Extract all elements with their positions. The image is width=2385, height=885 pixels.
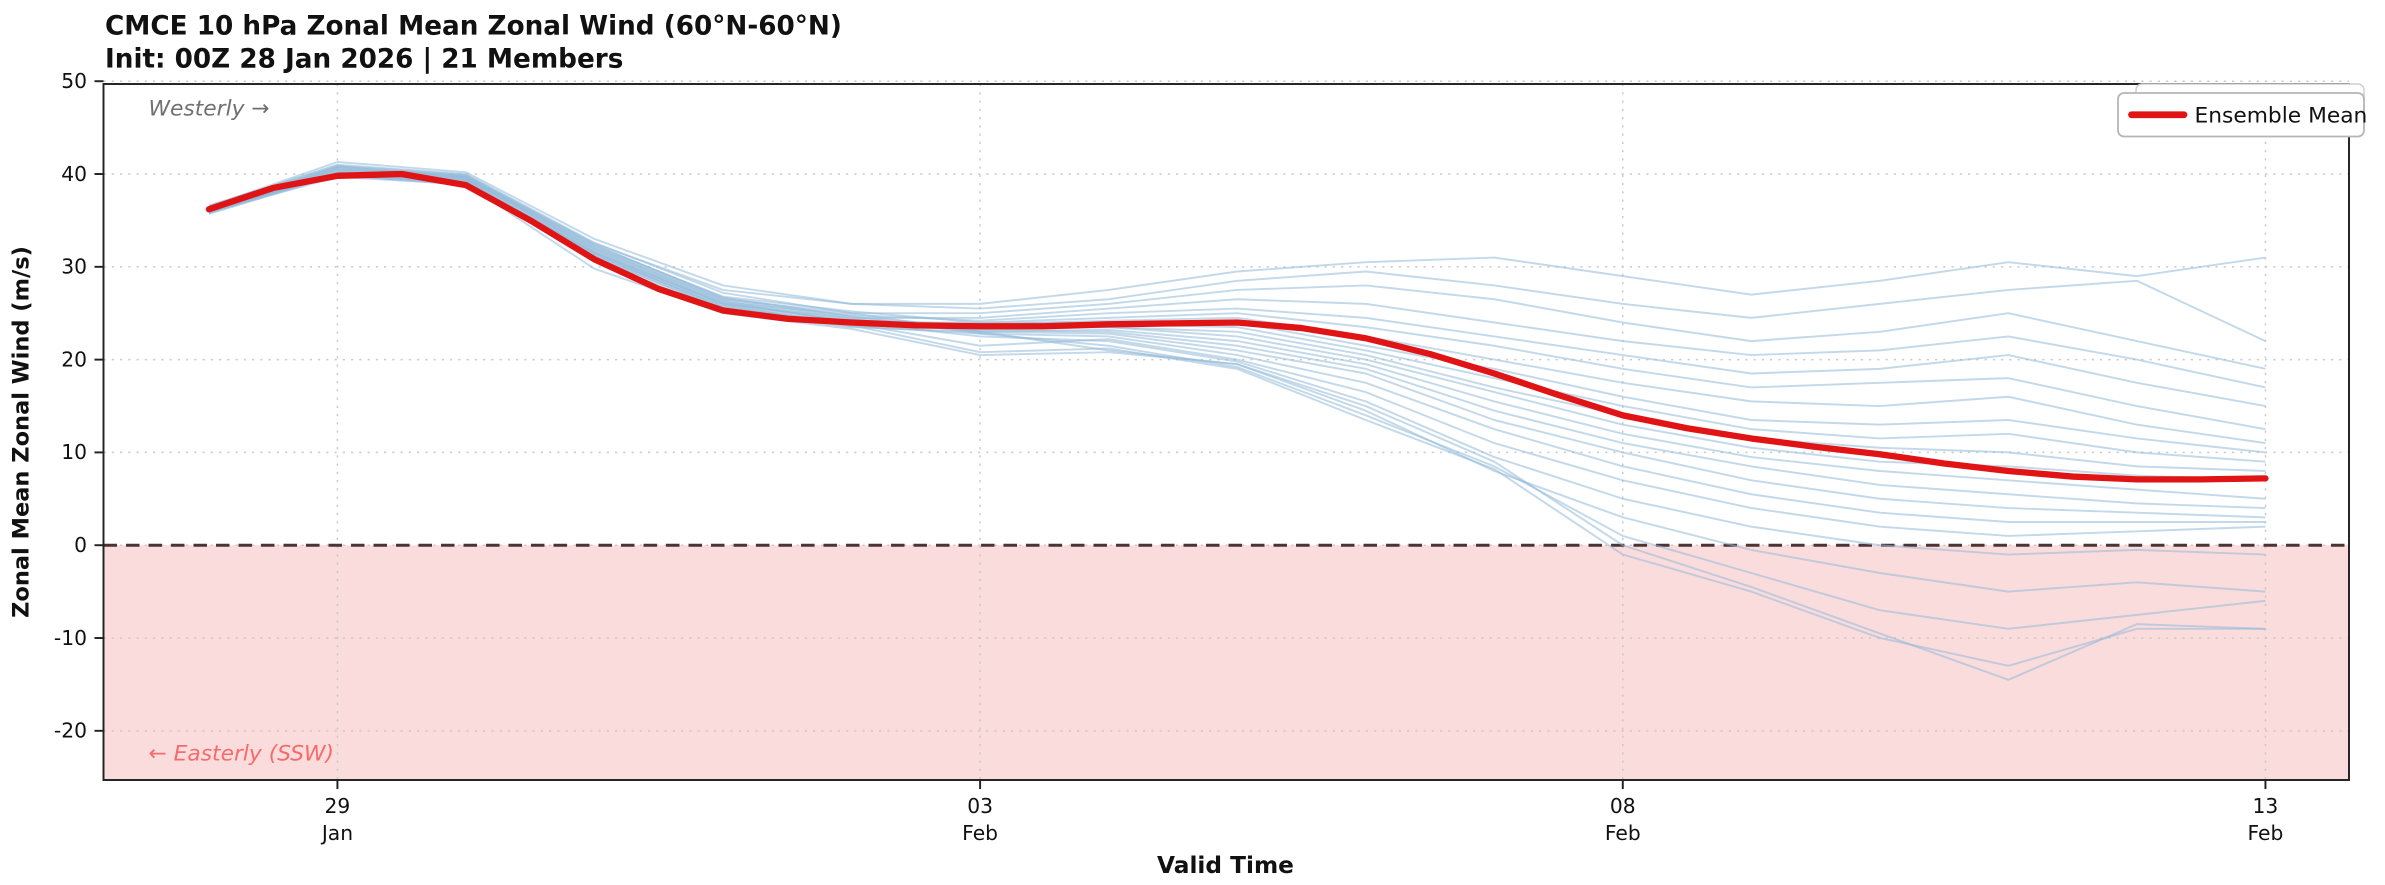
plot-frame (102, 83, 2350, 781)
x-tick-label-day: 08 (1610, 794, 1636, 818)
legend-mean-label: Ensemble Mean (2195, 103, 2368, 128)
ensemble-member-line-19 (208, 165, 2266, 630)
y-tick-label: 50 (61, 69, 87, 93)
chart-title: CMCE 10 hPa Zonal Mean Zonal Wind (60°N-… (105, 12, 842, 42)
x-tick-label-day: 29 (325, 794, 351, 818)
westerly-annotation: Westerly → (149, 97, 270, 122)
y-tick-label: 40 (61, 162, 87, 186)
x-tick-label-day: 13 (2253, 794, 2279, 818)
y-axis-label: Zonal Mean Zonal Wind (m/s) (8, 246, 34, 618)
ensemble-member-line-17 (208, 168, 2266, 556)
axis-ticks-layer: -20 -10 0 10 20 30 40 50 29 Jan 03 Feb 08 Feb 13 Feb (54, 69, 2283, 845)
x-tick-label-month: Feb (2248, 821, 2284, 845)
y-tick-label: -10 (54, 626, 87, 650)
ensemble-member-line-21 (208, 163, 2266, 681)
easterly-shaded-region (103, 545, 2349, 780)
ensemble-member-line-2 (208, 161, 2266, 342)
legend: Ensemble Mean (2117, 83, 2368, 138)
ensemble-member-line-13 (208, 169, 2266, 510)
y-tick-label: -20 (54, 719, 87, 743)
x-tick-label-month: Feb (962, 821, 998, 845)
y-tick-label: 10 (61, 440, 87, 464)
ensemble-member-line-20 (208, 172, 2266, 667)
ensemble-mean-line (205, 170, 2269, 483)
x-tick-label-month: Feb (1605, 821, 1641, 845)
x-axis-label: Valid Time (1157, 852, 1294, 879)
shading-layer (103, 545, 2349, 780)
x-tick-label-day: 03 (967, 794, 993, 818)
y-tick-label: 20 (61, 347, 87, 371)
easterly-ssw-annotation: ← Easterly (SSW) (149, 742, 335, 767)
chart-subtitle: Init: 00Z 28 Jan 2026 | 21 Members (105, 45, 623, 75)
y-tick-label: 0 (74, 533, 87, 557)
legend-box (2117, 92, 2365, 138)
x-tick-label-month: Jan (320, 821, 353, 845)
ensemble-mean-layer (205, 170, 2269, 483)
y-tick-label: 30 (61, 255, 87, 279)
